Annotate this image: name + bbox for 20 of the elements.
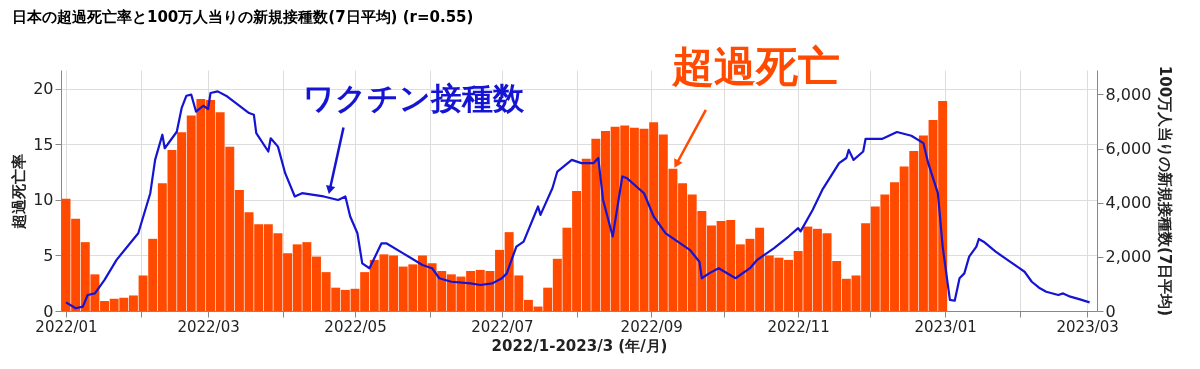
y2-tick-label: 6,000 <box>1105 139 1152 159</box>
x-tick-label: 2023/01 <box>914 317 977 336</box>
y-tick-label: 10 <box>33 190 54 210</box>
y2-axis-title: 100万人当りの新規接種数(7日平均) <box>1156 65 1175 317</box>
y-tick-label: 5 <box>43 245 54 265</box>
annotation: 超過死亡 <box>670 41 840 91</box>
y-axis-title: 超過死亡率 <box>10 153 29 230</box>
x-tick-label: 2022/07 <box>471 317 534 336</box>
x-axis-title: 2022/1-2023/3 (年/月) <box>491 336 668 355</box>
annotation: ワクチン接種数 <box>303 80 526 117</box>
x-tick-label: 2022/03 <box>177 317 240 336</box>
y-tick-label: 15 <box>33 134 54 154</box>
y2-tick-label: 4,000 <box>1105 193 1152 213</box>
x-tick-label: 2022/05 <box>324 317 387 336</box>
y-tick-label: 20 <box>33 79 54 99</box>
x-tick-label: 2022/09 <box>620 317 683 336</box>
y2-tick-label: 8,000 <box>1105 84 1152 104</box>
chart-title: 日本の超過死亡率と100万人当りの新規接種数(7日平均) (r=0.55) <box>12 7 474 26</box>
y2-tick-label: 2,000 <box>1105 247 1152 267</box>
x-tick-label: 2022/11 <box>767 317 830 336</box>
